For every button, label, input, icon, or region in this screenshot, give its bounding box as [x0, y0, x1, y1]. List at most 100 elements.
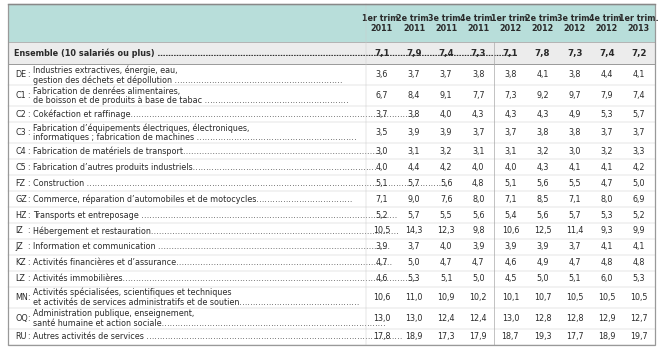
Text: 5,1: 5,1 — [568, 274, 581, 283]
Text: 10,6: 10,6 — [502, 227, 519, 235]
Text: 4,1: 4,1 — [633, 243, 645, 251]
Text: 4,7: 4,7 — [472, 258, 484, 267]
Text: Administration publique, enseignement,: Administration publique, enseignement, — [33, 309, 194, 318]
Text: C5: C5 — [15, 163, 26, 172]
Text: 3,6: 3,6 — [376, 71, 388, 79]
Text: C4: C4 — [15, 147, 26, 156]
Text: 5,0: 5,0 — [537, 274, 548, 283]
Text: 10,5: 10,5 — [630, 293, 647, 302]
Bar — [8, 239, 655, 255]
Text: Hébergement et restauration…………………………………………………………………………………: Hébergement et restauration…………………………………… — [33, 226, 399, 236]
Text: 4,8: 4,8 — [472, 179, 484, 188]
Text: 5,6: 5,6 — [440, 179, 452, 188]
Text: Fabrication d’équipements électriques, électroniques,: Fabrication d’équipements électriques, é… — [33, 123, 249, 133]
Text: 5,5: 5,5 — [440, 211, 453, 219]
Text: 4,3: 4,3 — [504, 110, 517, 119]
Text: 9,3: 9,3 — [601, 227, 613, 235]
Text: 5,1: 5,1 — [440, 274, 452, 283]
Text: 4,3: 4,3 — [537, 163, 548, 172]
Text: 12,8: 12,8 — [534, 314, 551, 323]
Text: 11,0: 11,0 — [405, 293, 422, 302]
Text: 3,9: 3,9 — [408, 129, 420, 137]
Bar — [8, 4, 655, 42]
Text: 2011: 2011 — [435, 24, 457, 33]
Text: C3: C3 — [15, 129, 26, 137]
Text: :: : — [26, 293, 29, 302]
Text: :: : — [26, 147, 29, 156]
Text: :: : — [26, 274, 29, 283]
Text: 10,9: 10,9 — [438, 293, 455, 302]
Text: 4,0: 4,0 — [376, 163, 388, 172]
Text: 5,1: 5,1 — [504, 179, 517, 188]
Text: 4,8: 4,8 — [633, 258, 645, 267]
Text: 4,6: 4,6 — [376, 274, 388, 283]
Text: 2e trim.: 2e trim. — [525, 14, 560, 23]
Text: 17,9: 17,9 — [469, 332, 487, 341]
Text: 5,1: 5,1 — [376, 179, 388, 188]
Text: 9,0: 9,0 — [408, 195, 420, 203]
Text: 4,9: 4,9 — [568, 110, 581, 119]
Text: 8,0: 8,0 — [601, 195, 613, 203]
Text: et activités de services administratifs et de soutien………………………………………: et activités de services administratifs … — [33, 298, 360, 307]
Text: 12,3: 12,3 — [438, 227, 455, 235]
Text: 12,9: 12,9 — [598, 314, 616, 323]
Text: 3,9: 3,9 — [440, 129, 452, 137]
Text: 2012: 2012 — [596, 24, 618, 33]
Text: Transports et entreposage ……………………………………………………………………………………: Transports et entreposage ……………………………………… — [33, 211, 397, 219]
Text: LZ: LZ — [15, 274, 25, 283]
Text: 3,9: 3,9 — [472, 243, 484, 251]
Text: 4,1: 4,1 — [537, 71, 548, 79]
Text: 2012: 2012 — [499, 24, 521, 33]
Text: 18,9: 18,9 — [405, 332, 423, 341]
Text: 14,3: 14,3 — [405, 227, 422, 235]
Text: 3,8: 3,8 — [408, 110, 420, 119]
Text: 7,1: 7,1 — [376, 195, 388, 203]
Text: 9,9: 9,9 — [633, 227, 645, 235]
Text: 9,2: 9,2 — [536, 92, 549, 100]
Text: 10,5: 10,5 — [598, 293, 616, 302]
Text: 8,0: 8,0 — [472, 195, 484, 203]
Text: 2011: 2011 — [467, 24, 489, 33]
Text: 12,7: 12,7 — [630, 314, 647, 323]
Text: 4,1: 4,1 — [633, 71, 645, 79]
Text: 7,6: 7,6 — [440, 195, 452, 203]
Text: gestion des déchets et dépollution ………………………………………………………: gestion des déchets et dépollution ……………… — [33, 75, 343, 85]
Text: 19,7: 19,7 — [630, 332, 647, 341]
Bar — [8, 255, 655, 271]
Text: 13,0: 13,0 — [373, 314, 391, 323]
Bar — [8, 175, 655, 191]
Bar — [8, 106, 655, 122]
Text: 4,1: 4,1 — [601, 243, 613, 251]
Text: 3,8: 3,8 — [504, 71, 517, 79]
Text: 7,9: 7,9 — [601, 92, 613, 100]
Text: 4,8: 4,8 — [601, 258, 613, 267]
Text: :: : — [26, 243, 29, 251]
Text: 4,7: 4,7 — [440, 258, 452, 267]
Text: :: : — [26, 110, 29, 119]
Text: C2: C2 — [15, 110, 26, 119]
Text: 2012: 2012 — [531, 24, 554, 33]
Text: 7,3: 7,3 — [471, 49, 486, 58]
Text: 7,1: 7,1 — [568, 195, 581, 203]
Text: 5,0: 5,0 — [408, 258, 420, 267]
Bar — [8, 143, 655, 159]
Text: IZ: IZ — [15, 227, 22, 235]
Text: :: : — [26, 211, 29, 219]
Text: Fabrication de matériels de transport…………………………………………………………………: Fabrication de matériels de transport………… — [33, 147, 383, 156]
Text: :: : — [26, 92, 29, 100]
Text: 3,2: 3,2 — [601, 147, 613, 156]
Text: 4e trim.: 4e trim. — [461, 14, 496, 23]
Text: santé humaine et action sociale…………………………………………………………………………: santé humaine et action sociale………………………… — [33, 319, 385, 328]
Text: 5,6: 5,6 — [472, 211, 484, 219]
Text: 5,2: 5,2 — [633, 211, 645, 219]
Text: 10,2: 10,2 — [469, 293, 487, 302]
Text: 4,4: 4,4 — [408, 163, 420, 172]
Text: 2013: 2013 — [628, 24, 650, 33]
Text: 3,9: 3,9 — [537, 243, 548, 251]
Text: JZ: JZ — [15, 243, 22, 251]
Text: 3,9: 3,9 — [376, 243, 388, 251]
Text: 7,9: 7,9 — [407, 49, 422, 58]
Text: informatiques ; fabrication de machines ……………………………………………………: informatiques ; fabrication de machines … — [33, 133, 356, 142]
Text: 12,4: 12,4 — [438, 314, 455, 323]
Text: 1er trim.: 1er trim. — [619, 14, 659, 23]
